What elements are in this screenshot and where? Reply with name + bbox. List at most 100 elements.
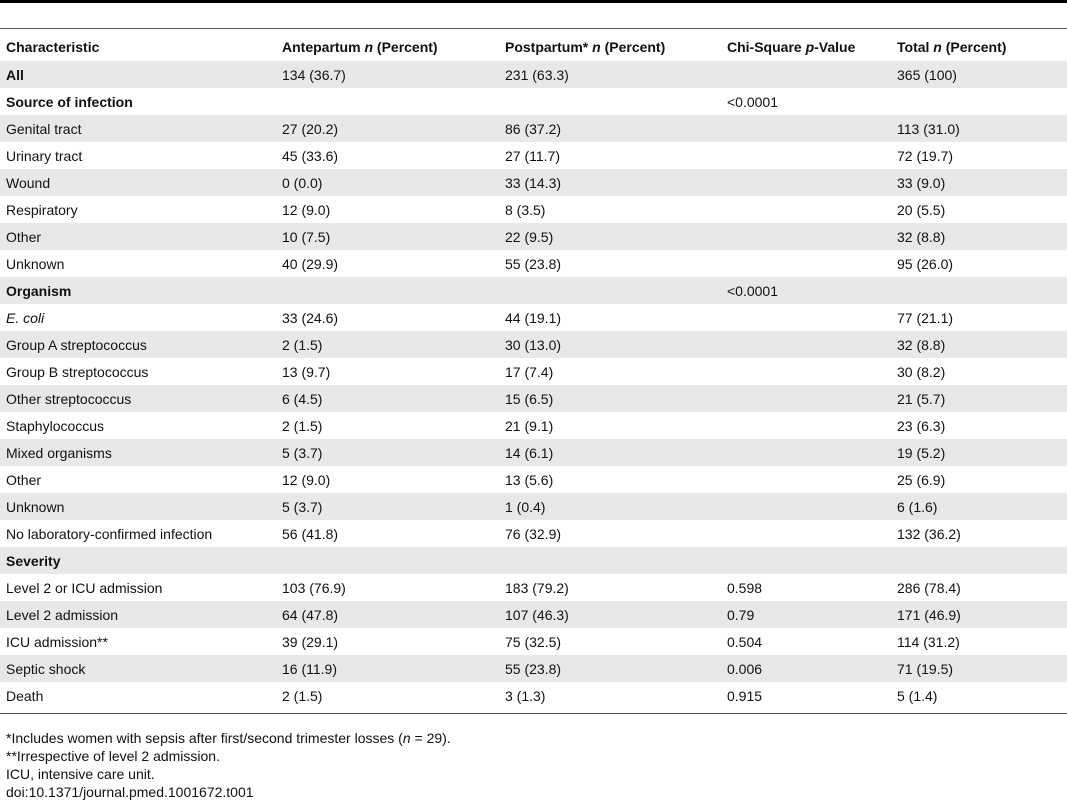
- table-row: E. coli 33 (24.6) 44 (19.1) 77 (21.1): [0, 304, 1067, 331]
- cell-pvalue: [721, 385, 891, 412]
- footnote-1: *Includes women with sepsis after first/…: [6, 730, 451, 746]
- cell-total: 286 (78.4): [897, 579, 961, 596]
- cell-postpartum: 86 (37.2): [499, 115, 721, 142]
- table-row: Death 2 (1.5) 3 (1.3) 0.915 5 (1.4): [0, 682, 1067, 709]
- row-label: Severity: [0, 547, 276, 574]
- cell-postpartum: 55 (23.8): [499, 655, 721, 682]
- cell-pvalue: [721, 61, 891, 88]
- header-rule: [0, 28, 1067, 29]
- cell-postpartum: 30 (13.0): [499, 331, 721, 358]
- cell-pvalue: 0.79: [721, 601, 891, 628]
- cell-antepartum: 56 (41.8): [282, 525, 339, 542]
- cell-postpartum: 107 (46.3): [499, 601, 721, 628]
- cell-antepartum: 64 (47.8): [276, 601, 499, 628]
- cell-pvalue: 0.006: [721, 655, 891, 682]
- cell-postpartum: 13 (5.6): [505, 471, 554, 488]
- table-body: All 134 (36.7) 231 (63.3) 365 (100) Source o…: [0, 61, 1067, 709]
- cell-total: 71 (19.5): [891, 655, 1067, 682]
- cell-total: 95 (26.0): [897, 255, 954, 272]
- row-label: Staphylococcus: [6, 417, 105, 434]
- bottom-rule: [0, 713, 1067, 714]
- table-row: Group A streptococcus 2 (1.5) 30 (13.0) 32 …: [0, 331, 1067, 358]
- cell-antepartum: 16 (11.9): [276, 655, 499, 682]
- cell-pvalue: <0.0001: [727, 93, 778, 110]
- cell-pvalue: [721, 169, 891, 196]
- table-row: Other 12 (9.0) 13 (5.6) 25 (6.9): [0, 466, 1067, 493]
- cell-postpartum: 33 (14.3): [499, 169, 721, 196]
- table-row: Mixed organisms 5 (3.7) 14 (6.1) 19 (5.2): [0, 439, 1067, 466]
- cell-antepartum: 12 (9.0): [282, 471, 331, 488]
- cell-antepartum: 40 (29.9): [282, 255, 339, 272]
- cell-antepartum: 0 (0.0): [276, 169, 499, 196]
- cell-total: 5 (1.4): [897, 687, 938, 704]
- cell-pvalue: [721, 412, 891, 439]
- cell-postpartum: 22 (9.5): [499, 223, 721, 250]
- row-label: Source of infection: [6, 93, 133, 110]
- cell-total: 20 (5.5): [897, 201, 946, 218]
- cell-pvalue: [721, 547, 891, 574]
- table-row: Respiratory 12 (9.0) 8 (3.5) 20 (5.5): [0, 196, 1067, 223]
- cell-pvalue: [721, 115, 891, 142]
- col-header-postpartum: Postpartum* n (Percent): [505, 39, 666, 55]
- cell-pvalue: [721, 304, 891, 331]
- row-label: Organism: [0, 277, 276, 304]
- cell-total: 77 (21.1): [897, 309, 954, 326]
- table-row: Septic shock 16 (11.9) 55 (23.8) 0.006 71 (1…: [0, 655, 1067, 682]
- cell-antepartum: 12 (9.0): [282, 201, 331, 218]
- cell-total: [891, 547, 1067, 574]
- row-label: All: [0, 61, 276, 88]
- table-row: All 134 (36.7) 231 (63.3) 365 (100): [0, 61, 1067, 88]
- row-label: Other: [6, 471, 42, 488]
- cell-pvalue: [721, 196, 891, 223]
- cell-postpartum: 231 (63.3): [499, 61, 721, 88]
- cell-pvalue: 0.598: [727, 579, 763, 596]
- cell-antepartum: 2 (1.5): [276, 331, 499, 358]
- row-label: Urinary tract: [6, 147, 83, 164]
- cell-pvalue: [721, 331, 891, 358]
- cell-pvalue: [721, 142, 891, 169]
- cell-total: 72 (19.7): [897, 147, 954, 164]
- cell-postpartum: 75 (32.5): [505, 633, 562, 650]
- table-row: Staphylococcus 2 (1.5) 21 (9.1) 23 (6.3): [0, 412, 1067, 439]
- table-row: Group B streptococcus 13 (9.7) 17 (7.4) 30 …: [0, 358, 1067, 385]
- cell-antepartum: 103 (76.9): [282, 579, 346, 596]
- cell-postpartum: 14 (6.1): [499, 439, 721, 466]
- cell-pvalue: [721, 223, 891, 250]
- cell-antepartum: 5 (3.7): [276, 493, 499, 520]
- doi: doi:10.1371/journal.pmed.1001672.t001: [6, 784, 254, 800]
- row-label: Other streptococcus: [0, 385, 276, 412]
- cell-postpartum: 15 (6.5): [499, 385, 721, 412]
- row-label: Unknown: [0, 493, 276, 520]
- cell-antepartum: [276, 88, 499, 115]
- cell-postpartum: [499, 277, 721, 304]
- cell-antepartum: 33 (24.6): [282, 309, 339, 326]
- table-row: Level 2 or ICU admission 103 (76.9) 183 (7…: [0, 574, 1067, 601]
- cell-antepartum: 27 (20.2): [276, 115, 499, 142]
- cell-postpartum: 76 (32.9): [505, 525, 562, 542]
- cell-total: 30 (8.2): [897, 363, 946, 380]
- cell-total: [891, 88, 1067, 115]
- row-label: Level 2 admission: [0, 601, 276, 628]
- cell-antepartum: 2 (1.5): [282, 417, 323, 434]
- cell-postpartum: 55 (23.8): [505, 255, 562, 272]
- cell-postpartum: [499, 88, 721, 115]
- cell-total: 32 (8.8): [891, 223, 1067, 250]
- cell-pvalue: <0.0001: [721, 277, 891, 304]
- cell-postpartum: 21 (9.1): [505, 417, 554, 434]
- cell-pvalue: [721, 250, 891, 277]
- row-label: E. coli: [6, 309, 45, 326]
- row-label: Unknown: [6, 255, 65, 272]
- cell-postpartum: 17 (7.4): [505, 363, 554, 380]
- cell-postpartum: 27 (11.7): [505, 147, 560, 164]
- row-label: Genital tract: [0, 115, 276, 142]
- cell-pvalue: [721, 439, 891, 466]
- row-label: Respiratory: [6, 201, 78, 218]
- row-label: Wound: [0, 169, 276, 196]
- cell-antepartum: 6 (4.5): [276, 385, 499, 412]
- cell-antepartum: 13 (9.7): [282, 363, 331, 380]
- cell-postpartum: 8 (3.5): [505, 201, 546, 218]
- table-row: Genital tract 27 (20.2) 86 (37.2) 113 (31.0…: [0, 115, 1067, 142]
- cell-total: [891, 277, 1067, 304]
- cell-total: 33 (9.0): [891, 169, 1067, 196]
- cell-postpartum: 183 (79.2): [505, 579, 569, 596]
